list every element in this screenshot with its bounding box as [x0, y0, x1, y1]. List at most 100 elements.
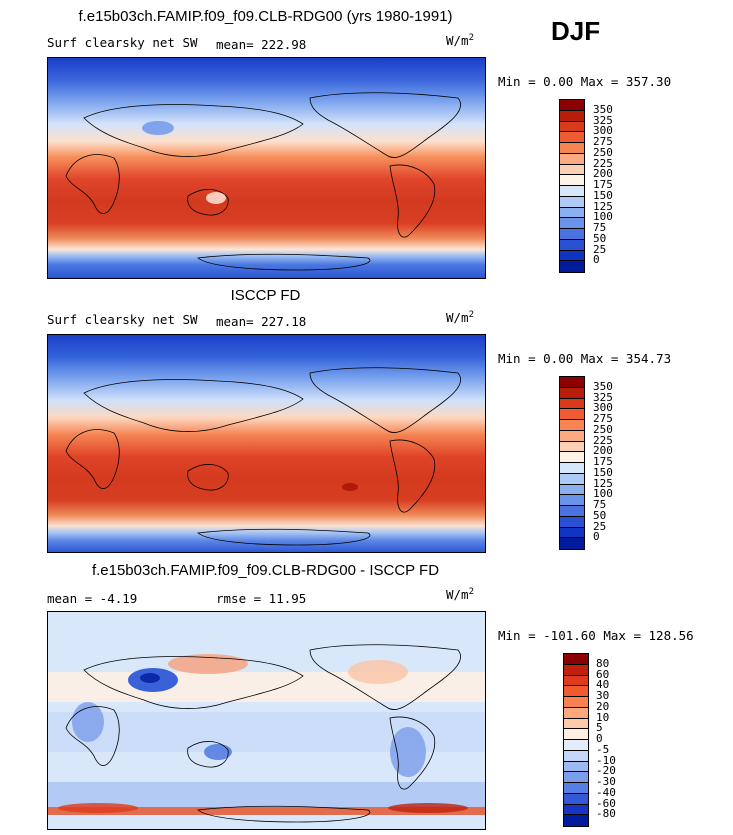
- colorbar-tick-label: 0: [593, 530, 600, 544]
- colorbar-swatch: [560, 484, 584, 496]
- colorbar-swatch: [564, 686, 588, 697]
- colorbar-tick-label: 40: [596, 678, 610, 692]
- colorbar-swatch: [564, 654, 588, 665]
- colorbar-swatch: [564, 697, 588, 708]
- colorbar-swatch: [560, 430, 584, 442]
- panel2-title: ISCCP FD: [230, 287, 301, 304]
- colorbar-tick-label: 5: [596, 721, 603, 735]
- colorbar-swatch: [564, 804, 588, 816]
- colorbar-swatch: [560, 387, 584, 399]
- colorbar-tick-label: 20: [596, 699, 610, 713]
- colorbar-swatch: [560, 377, 584, 388]
- colorbar-tick-label: 0: [593, 253, 600, 267]
- panel3-map: [47, 611, 486, 830]
- colorbar-tick-label: 75: [593, 498, 607, 511]
- panel1-map: [47, 57, 486, 279]
- panel1-units: W/m2: [446, 33, 474, 49]
- colorbar-swatch: [560, 186, 584, 197]
- colorbar-swatch: [564, 750, 588, 762]
- colorbar-tick-label: 100: [593, 210, 613, 224]
- colorbar-tick-label: 350: [593, 102, 613, 116]
- colorbar-tick-label: 325: [593, 113, 613, 127]
- colorbar-tick-label: 10: [596, 710, 610, 724]
- colorbar-swatch: [564, 740, 588, 751]
- panel2-mean: mean= 227.18: [216, 314, 307, 329]
- colorbar-swatch: [560, 506, 584, 517]
- colorbar-tick-label: -80: [596, 807, 616, 821]
- panel1-title: f.e15b03ch.FAMIP.f09_f09.CLB-RDG00 (yrs …: [78, 8, 453, 25]
- colorbar-tick-label: 25: [593, 242, 607, 256]
- colorbar-tick-label: 25: [593, 519, 607, 533]
- colorbar-tick-label: 300: [593, 124, 613, 138]
- colorbar-swatch: [560, 463, 584, 474]
- colorbar-swatch: [560, 473, 584, 485]
- season-label: DJF: [551, 16, 601, 46]
- colorbar-swatch: [560, 100, 584, 111]
- colorbar-swatch: [564, 664, 588, 676]
- colorbar-tick-label: 300: [593, 401, 613, 415]
- colorbar-tick-label: 350: [593, 379, 613, 393]
- panel2-map: [47, 334, 486, 553]
- colorbar-tick-label: 80: [596, 656, 610, 670]
- colorbar-swatch: [564, 761, 588, 773]
- colorbar-tick-label: 225: [593, 156, 613, 170]
- colorbar-swatch: [560, 398, 584, 410]
- colorbar-tick-label: 60: [596, 667, 610, 681]
- panel1-colorbar: [559, 99, 585, 273]
- colorbar-tick-label: 75: [593, 221, 607, 234]
- panel2-colorbar: [559, 376, 585, 550]
- colorbar-swatch: [560, 153, 584, 165]
- colorbar-swatch: [564, 793, 588, 805]
- colorbar-swatch: [564, 772, 588, 783]
- panel1-colorbar-labels: 350 325 300 275 250 225 200 175 150 125 100 75 50 25 0: [593, 99, 653, 271]
- colorbar-swatch: [560, 452, 584, 463]
- colorbar-swatch: [564, 729, 588, 740]
- colorbar-tick-label: -40: [596, 785, 616, 799]
- colorbar-tick-label: -10: [596, 753, 616, 767]
- colorbar-swatch: [560, 121, 584, 133]
- colorbar-tick-label: 225: [593, 433, 613, 447]
- colorbar-swatch: [564, 718, 588, 730]
- panel2-units: W/m2: [446, 310, 474, 326]
- colorbar-swatch: [560, 409, 584, 420]
- colorbar-swatch: [560, 527, 584, 539]
- panel3-minmax: Min = -101.60 Max = 128.56: [498, 628, 694, 643]
- colorbar-tick-label: 125: [593, 199, 613, 213]
- colorbar-tick-label: 150: [593, 188, 613, 202]
- colorbar-tick-label: 150: [593, 465, 613, 479]
- panel2-colorbar-labels: 350 325 300 275 250 225 200 175 150 125 100 75 50 25 0: [593, 376, 653, 548]
- colorbar-swatch: [560, 164, 584, 176]
- colorbar-tick-label: 275: [593, 135, 613, 148]
- panel1-minmax: Min = 0.00 Max = 357.30: [498, 74, 672, 89]
- colorbar-swatch: [560, 495, 584, 506]
- colorbar-swatch: [560, 175, 584, 186]
- colorbar-tick-label: 250: [593, 422, 613, 436]
- colorbar-swatch: [564, 675, 588, 687]
- colorbar-tick-label: -5: [596, 742, 610, 756]
- colorbar-tick-label: 175: [593, 455, 613, 468]
- colorbar-swatch: [560, 132, 584, 143]
- panel1-field-label: Surf clearsky net SW: [47, 35, 198, 50]
- colorbar-tick-label: 125: [593, 476, 613, 490]
- colorbar-swatch: [560, 110, 584, 122]
- colorbar-swatch: [560, 250, 584, 262]
- colorbar-tick-label: 100: [593, 487, 613, 501]
- panel3-units: W/m2: [446, 587, 474, 603]
- colorbar-tick-label: 0: [596, 732, 603, 745]
- colorbar-swatch: [560, 538, 584, 549]
- colorbar-tick-label: 275: [593, 412, 613, 425]
- colorbar-tick-label: 175: [593, 178, 613, 191]
- colorbar-swatch: [560, 229, 584, 240]
- colorbar-tick-label: 200: [593, 444, 613, 458]
- panel3-rmse: rmse = 11.95: [216, 591, 307, 606]
- colorbar-swatch: [560, 143, 584, 154]
- colorbar-swatch: [560, 420, 584, 431]
- panel3-title: f.e15b03ch.FAMIP.f09_f09.CLB-RDG00 - ISC…: [91, 562, 440, 579]
- colorbar-swatch: [560, 239, 584, 251]
- colorbar-tick-label: -60: [596, 796, 616, 810]
- colorbar-swatch: [560, 207, 584, 219]
- panel2-minmax: Min = 0.00 Max = 354.73: [498, 351, 672, 366]
- colorbar-swatch: [560, 261, 584, 272]
- colorbar-swatch: [564, 707, 588, 719]
- panel3-mean: mean = -4.19: [47, 591, 138, 606]
